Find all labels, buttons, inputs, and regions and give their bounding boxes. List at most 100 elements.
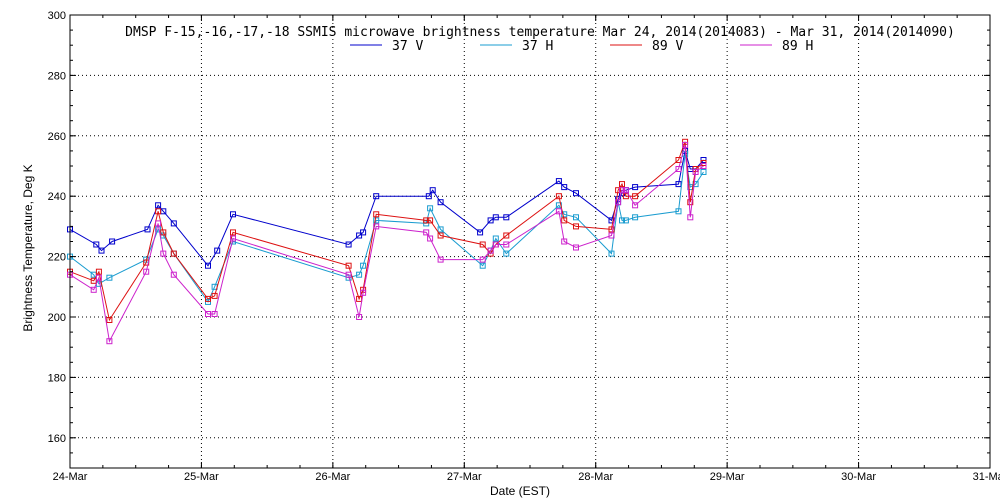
y-axis-label: Brightness Temperature, Deg K [21, 164, 35, 331]
chart-title: DMSP F-15,-16,-17,-18 SSMIS microwave br… [125, 25, 955, 40]
data-point [692, 169, 699, 175]
y-tick-label: 240 [48, 191, 66, 203]
data-point [682, 141, 689, 148]
data-point [615, 199, 622, 206]
data-point [437, 232, 444, 239]
y-tick-label: 160 [48, 433, 66, 445]
data-point [345, 241, 352, 248]
data-point [487, 247, 494, 254]
legend-label: 37 H [522, 39, 553, 54]
data-point [170, 271, 177, 278]
data-point [155, 202, 162, 209]
data-point [155, 208, 162, 215]
data-point [109, 238, 116, 245]
x-tick-label: 27-Mar [447, 471, 482, 483]
data-point [503, 241, 510, 248]
grid-layer [70, 15, 990, 468]
legend-item: 37 V [350, 39, 423, 54]
data-point [437, 256, 444, 263]
legend-item: 89 V [610, 39, 683, 54]
data-point [143, 268, 150, 275]
data-point [492, 235, 499, 242]
data-point [675, 181, 682, 188]
data-point [144, 226, 151, 233]
axes-layer: 160 180 200 220 240 260 280 300 24-Mar 25-Mar 26-M… [48, 10, 1000, 483]
data-point [155, 220, 162, 227]
data-point [427, 217, 434, 224]
data-point [106, 338, 113, 345]
data-point [608, 226, 615, 233]
data-point [503, 214, 510, 221]
data-point [492, 241, 499, 248]
data-point [90, 286, 97, 293]
data-point [619, 181, 625, 188]
data-point [682, 138, 689, 145]
data-point [427, 205, 434, 212]
x-axis-label: Date (EST) [490, 484, 550, 498]
data-point [687, 214, 694, 221]
data-point [360, 262, 367, 269]
y-tick-label: 260 [48, 131, 66, 143]
y-tick-label: 180 [48, 372, 66, 384]
y-tick-label: 200 [48, 312, 66, 324]
legend-label: 89 H [782, 39, 813, 54]
data-point [93, 241, 100, 248]
data-point [561, 184, 568, 191]
data-point [555, 193, 562, 200]
data-point [373, 211, 380, 218]
data-point [675, 166, 682, 172]
data-point [423, 217, 430, 224]
data-point [95, 274, 102, 281]
x-tick-label: 26-Mar [315, 471, 350, 483]
data-point [503, 250, 510, 257]
data-point [479, 241, 486, 248]
data-point [479, 256, 486, 263]
data-point [356, 232, 363, 239]
data-point [700, 169, 707, 175]
data-point [700, 163, 707, 169]
data-point [230, 211, 236, 218]
data-point [423, 229, 430, 236]
x-tick-label: 24-Mar [53, 471, 88, 483]
series-line [69, 144, 704, 343]
y-tick-label: 280 [48, 70, 66, 82]
legend: 37 V 37 H 89 V 89 H [350, 39, 813, 54]
legend-item: 37 H [480, 39, 553, 54]
data-point [230, 229, 236, 236]
y-tick-label: 300 [48, 10, 66, 22]
data-point [211, 311, 218, 317]
data-point [622, 217, 629, 224]
x-tick-label: 30-Mar [841, 471, 876, 483]
data-point [492, 214, 499, 221]
data-point [622, 193, 629, 200]
y-tick-label: 220 [48, 252, 66, 264]
plot-frame [69, 14, 991, 469]
data-point [373, 223, 380, 230]
series-line [69, 141, 704, 322]
data-point [608, 232, 615, 239]
series-89-v [67, 138, 707, 323]
data-point [632, 184, 639, 191]
data-point [345, 271, 352, 278]
data-point [615, 187, 622, 194]
data-point [622, 187, 629, 194]
data-point [427, 235, 434, 242]
data-point [573, 244, 579, 251]
data-point [437, 226, 444, 233]
data-point [160, 229, 167, 236]
x-tick-label: 29-Mar [710, 471, 745, 483]
data-point [429, 187, 436, 194]
data-point [170, 220, 177, 227]
data-point [90, 277, 97, 284]
series-89-h [67, 141, 707, 345]
data-point [479, 262, 486, 269]
data-point [170, 250, 177, 257]
data-point [205, 311, 211, 317]
data-point [373, 193, 380, 200]
data-point [230, 235, 236, 242]
series-layer [67, 138, 707, 345]
data-point [619, 217, 625, 224]
data-point [214, 247, 221, 254]
x-tick-label: 28-Mar [578, 471, 613, 483]
